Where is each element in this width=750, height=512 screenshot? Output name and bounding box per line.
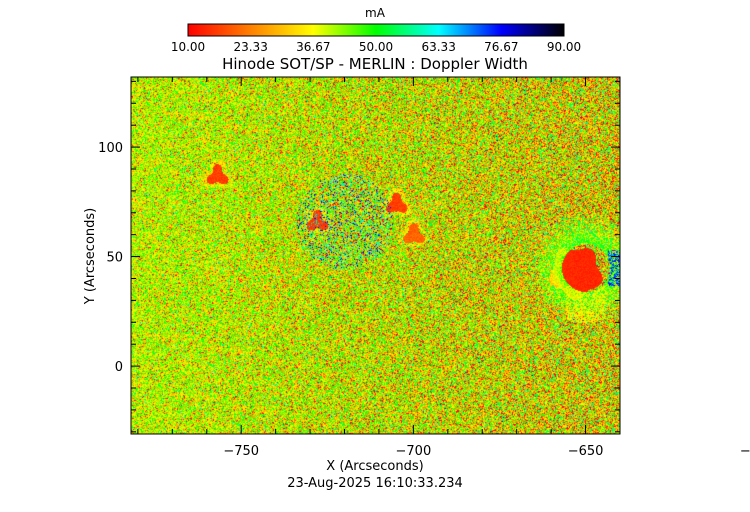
colorbar-tick-label: 76.67 xyxy=(484,40,518,54)
colorbar xyxy=(187,23,565,37)
y-tick-label: 50 xyxy=(106,251,123,266)
x-tick-label: −600 xyxy=(740,444,750,459)
axes: −750 −700 −650 −600 0 50 100 xyxy=(98,77,750,459)
colorbar-unit: mA xyxy=(365,6,386,20)
colorbar-tick-label: 10.00 xyxy=(171,40,205,54)
doppler-width-map xyxy=(131,77,620,434)
x-tick-label: −650 xyxy=(568,444,604,459)
timestamp: 23-Aug-2025 16:10:33.234 xyxy=(287,476,463,491)
y-tick-label: 100 xyxy=(98,141,123,156)
colorbar-tick-label: 90.00 xyxy=(547,40,581,54)
colorbar-tick-label: 23.33 xyxy=(233,40,267,54)
y-axis-label: Y (Arcseconds) xyxy=(83,208,98,305)
plot-frame xyxy=(130,76,621,435)
y-tick-label: 0 xyxy=(115,360,123,375)
colorbar-tick-label: 50.00 xyxy=(359,40,393,54)
x-axis-label: X (Arcseconds) xyxy=(326,459,423,474)
x-tick-label: −700 xyxy=(396,444,432,459)
colorbar-ticks: 10.00 23.33 36.67 50.00 63.33 76.67 90.00 xyxy=(171,40,581,54)
chart-title: Hinode SOT/SP - MERLIN : Doppler Width xyxy=(222,55,528,73)
x-tick-label: −750 xyxy=(223,444,259,459)
colorbar-tick-label: 63.33 xyxy=(421,40,455,54)
heatmap-image xyxy=(131,77,620,434)
colorbar-tick-label: 36.67 xyxy=(296,40,330,54)
